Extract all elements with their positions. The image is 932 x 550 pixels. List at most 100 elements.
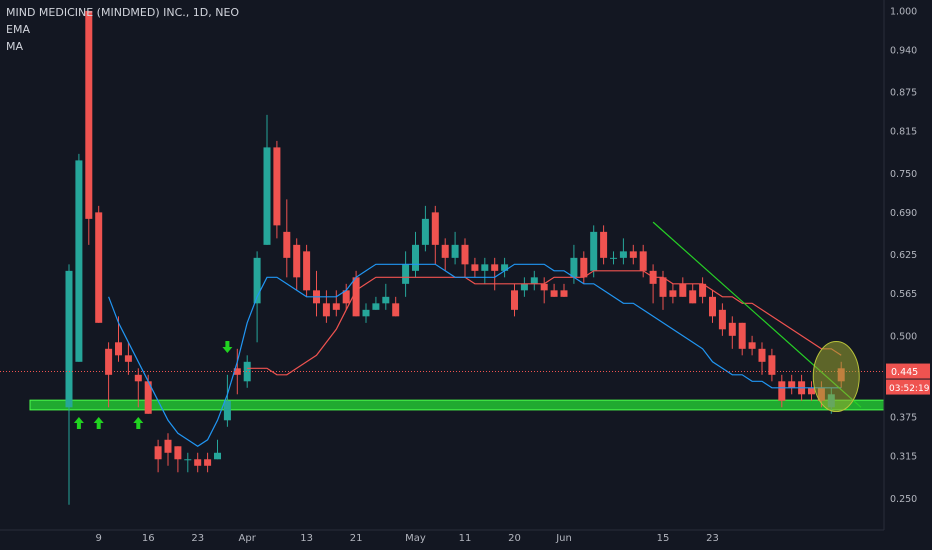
candle-body — [501, 264, 509, 271]
candle-body — [115, 342, 122, 356]
candle-body — [550, 290, 558, 297]
candle-body — [639, 251, 647, 271]
time-tick-label: May — [405, 533, 426, 544]
candle-body — [273, 147, 281, 226]
time-tick-label: 9 — [96, 533, 102, 544]
time-tick-label: 13 — [300, 533, 313, 544]
up-arrow-icon — [133, 417, 144, 430]
price-tick-label: 0.315 — [890, 452, 917, 463]
candle-body — [95, 212, 103, 323]
candle-body — [134, 374, 142, 382]
candle-body — [540, 283, 548, 291]
candle-body — [768, 355, 776, 375]
time-tick-label: 16 — [142, 533, 155, 544]
candle-body — [481, 264, 489, 271]
candle-body — [342, 290, 350, 304]
candle-body — [144, 381, 152, 414]
candle-body — [431, 212, 439, 245]
candle-body — [204, 459, 212, 466]
candle-body — [600, 231, 608, 258]
candle-body — [75, 160, 83, 362]
candle-body — [263, 147, 271, 245]
candle-body — [570, 257, 578, 278]
candle-body — [184, 459, 192, 461]
price-tick-label: 0.815 — [890, 127, 917, 138]
candle-body — [303, 251, 311, 291]
candle-body — [154, 446, 162, 460]
time-tick-label: 23 — [706, 533, 719, 544]
time-tick-label: 11 — [459, 533, 472, 544]
candle-body — [372, 303, 380, 310]
candle-body — [283, 231, 291, 258]
candle-body — [174, 446, 182, 460]
candle-body — [214, 452, 221, 460]
price-tick-label: 0.750 — [890, 169, 917, 180]
price-tick-label: 0.690 — [890, 208, 917, 219]
candle-body — [322, 303, 330, 317]
up-arrow-icon — [73, 417, 84, 430]
candle-body — [253, 257, 261, 304]
candle-body — [689, 290, 697, 304]
candle-body — [778, 381, 786, 401]
candle-body — [699, 283, 707, 297]
candle-body — [560, 290, 568, 297]
candle-body — [402, 264, 410, 284]
time-tick-label: 23 — [191, 533, 204, 544]
ma-indicator-label[interactable]: MA — [6, 40, 24, 53]
candle-body — [629, 251, 637, 258]
candle-body — [421, 218, 429, 245]
candle-body — [461, 244, 469, 265]
down-arrow-icon — [222, 341, 233, 354]
ema-line — [108, 263, 842, 448]
candle-body — [124, 355, 132, 362]
countdown-label: 03:52:19 — [889, 384, 930, 394]
candle-body — [808, 387, 815, 395]
candles-group — [65, 10, 845, 505]
price-tick-label: 0.565 — [890, 289, 917, 300]
ma-line — [247, 270, 842, 376]
countdown-badge — [886, 379, 930, 395]
time-tick-label: 20 — [508, 533, 521, 544]
candle-body — [362, 309, 370, 317]
highlight-circle — [812, 341, 860, 413]
price-tick-label: 0.500 — [890, 331, 917, 342]
candle-body — [619, 251, 627, 258]
candle-body — [758, 348, 766, 362]
candle-body — [451, 244, 459, 258]
candle-body — [105, 348, 113, 375]
price-tick-label: 0.875 — [890, 88, 917, 99]
candle-body — [520, 283, 528, 291]
candle-body — [441, 244, 449, 258]
chart-legend: MIND MEDICINE (MINDMED) INC., 1D, NEO EM… — [6, 4, 239, 55]
candle-body — [580, 257, 588, 278]
candle-body — [728, 322, 736, 336]
time-tick-label: 21 — [350, 533, 363, 544]
candle-body — [491, 264, 499, 271]
current-price-label: 0.445 — [891, 367, 918, 378]
candle-body — [471, 264, 479, 271]
price-tick-label: 0.940 — [890, 45, 917, 56]
candle-body — [194, 459, 202, 466]
candle-body — [382, 296, 390, 304]
candle-body — [738, 322, 746, 349]
candle-body — [243, 361, 251, 382]
candle-body — [590, 231, 598, 271]
time-tick-label: 15 — [657, 533, 670, 544]
candle-body — [352, 277, 360, 317]
candle-body — [718, 309, 726, 330]
price-tick-label: 0.625 — [890, 250, 917, 261]
candle-body — [85, 10, 93, 219]
candle-body — [788, 381, 796, 388]
candle-body — [530, 277, 538, 284]
symbol-title[interactable]: MIND MEDICINE (MINDMED) INC., 1D, NEO — [6, 6, 240, 19]
candle-body — [748, 342, 756, 349]
ema-indicator-label[interactable]: EMA — [6, 23, 30, 36]
candle-body — [293, 244, 301, 278]
time-tick-label: Apr — [239, 533, 257, 544]
candle-body — [669, 290, 677, 297]
current-price-badge — [886, 363, 930, 379]
candle-body — [610, 257, 617, 259]
candle-body — [332, 303, 340, 310]
candle-body — [65, 270, 73, 408]
